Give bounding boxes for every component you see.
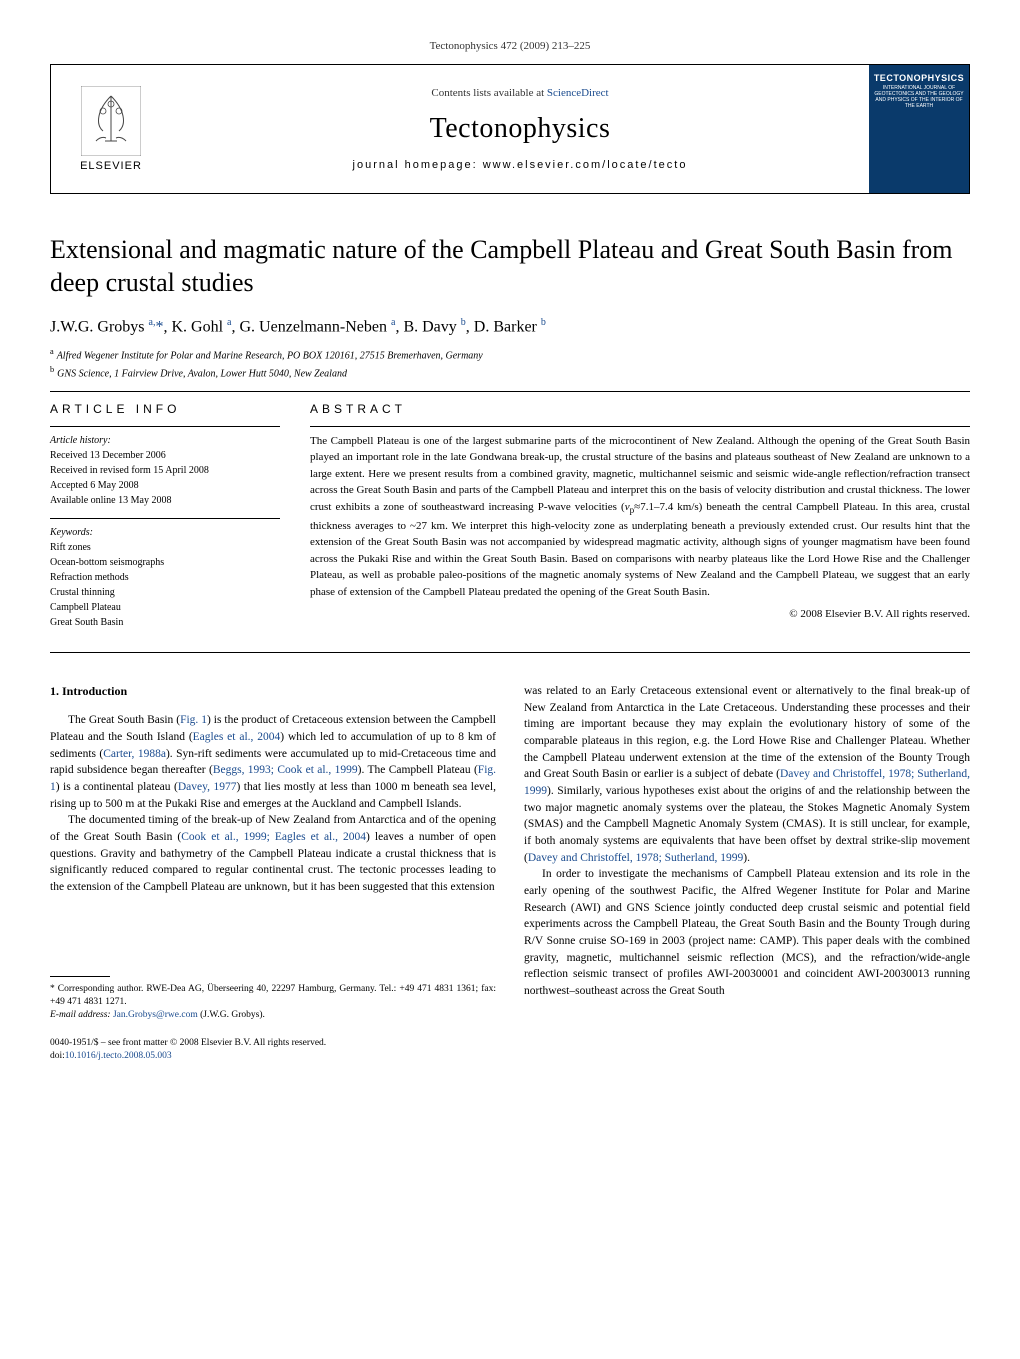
authors: J.W.G. Grobys a,*, K. Gohl a, G. Uenzelm…	[50, 317, 970, 336]
divider	[50, 391, 970, 392]
email-label: E-mail address:	[50, 1010, 113, 1020]
affiliation-a: Alfred Wegener Institute for Polar and M…	[57, 351, 483, 362]
cover-title: TECTONOPHYSICS	[874, 73, 964, 83]
journal-homepage: journal homepage: www.elsevier.com/locat…	[353, 159, 688, 171]
corresponding-author: * Corresponding author. RWE-Dea AG, Über…	[50, 983, 496, 1010]
article-history: Article history: Received 13 December 20…	[50, 426, 280, 508]
column-left: 1. Introduction The Great South Basin (F…	[50, 683, 496, 1063]
journal-header: ELSEVIER Contents lists available at Sci…	[50, 64, 970, 194]
abstract: ABSTRACT The Campbell Plateau is one of …	[310, 402, 970, 640]
article-title: Extensional and magmatic nature of the C…	[50, 234, 970, 299]
divider	[50, 652, 970, 653]
elsevier-label: ELSEVIER	[80, 160, 142, 172]
abstract-heading: ABSTRACT	[310, 402, 970, 416]
journal-cover-thumb: TECTONOPHYSICS INTERNATIONAL JOURNAL OF …	[869, 65, 969, 193]
info-heading: ARTICLE INFO	[50, 402, 280, 416]
elsevier-tree-icon	[81, 86, 141, 156]
paragraph: In order to investigate the mechanisms o…	[524, 866, 970, 999]
abstract-text: The Campbell Plateau is one of the large…	[310, 426, 970, 600]
affiliations: aAlfred Wegener Institute for Polar and …	[50, 346, 970, 381]
citation: Tectonophysics 472 (2009) 213–225	[50, 40, 970, 52]
email-suffix: (J.W.G. Grobys).	[198, 1010, 265, 1020]
journal-title: Tectonophysics	[430, 113, 611, 145]
cover-subtitle: INTERNATIONAL JOURNAL OF GEOTECTONICS AN…	[873, 85, 965, 109]
affiliation-b: GNS Science, 1 Fairview Drive, Avalon, L…	[57, 368, 347, 379]
email-link[interactable]: Jan.Grobys@rwe.com	[113, 1010, 198, 1020]
abstract-copyright: © 2008 Elsevier B.V. All rights reserved…	[310, 608, 970, 620]
doi-link[interactable]: 10.1016/j.tecto.2008.05.003	[65, 1051, 172, 1061]
sciencedirect-link[interactable]: ScienceDirect	[547, 87, 609, 99]
footnote-rule	[50, 976, 110, 977]
contents-line: Contents lists available at ScienceDirec…	[431, 87, 608, 99]
paragraph: The documented timing of the break-up of…	[50, 812, 496, 895]
paragraph: The Great South Basin (Fig. 1) is the pr…	[50, 712, 496, 812]
footnotes: * Corresponding author. RWE-Dea AG, Über…	[50, 983, 496, 1023]
keywords: Keywords: Rift zonesOcean-bottom seismog…	[50, 518, 280, 630]
bottom-meta: 0040-1951/$ – see front matter © 2008 El…	[50, 1037, 496, 1064]
body-text: 1. Introduction The Great South Basin (F…	[50, 683, 970, 1063]
paragraph: was related to an Early Cretaceous exten…	[524, 683, 970, 866]
header-center: Contents lists available at ScienceDirec…	[171, 65, 869, 193]
article-info: ARTICLE INFO Article history: Received 1…	[50, 402, 280, 640]
elsevier-logo: ELSEVIER	[51, 65, 171, 193]
contents-prefix: Contents lists available at	[431, 87, 546, 99]
section-heading: 1. Introduction	[50, 683, 496, 700]
column-right: was related to an Early Cretaceous exten…	[524, 683, 970, 1063]
